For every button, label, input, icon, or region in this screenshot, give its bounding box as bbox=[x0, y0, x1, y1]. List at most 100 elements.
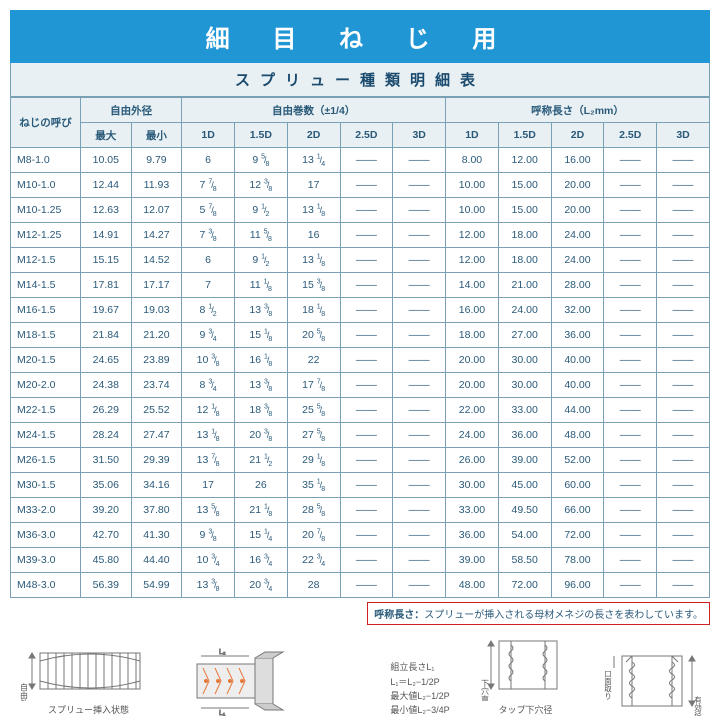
table-row: M10-1.2512.6312.075 7/89 1/213 1/8————10… bbox=[11, 198, 710, 223]
cell-len: 15.00 bbox=[498, 198, 551, 223]
cell-len: —— bbox=[604, 523, 657, 548]
cell-turn: 20 3/8 bbox=[234, 423, 287, 448]
cell-len: —— bbox=[604, 423, 657, 448]
cell-turn: —— bbox=[340, 423, 393, 448]
th-len-1d: 1D bbox=[446, 123, 499, 148]
cell-name: M36-3.0 bbox=[11, 523, 81, 548]
th-od-min: 最小 bbox=[131, 123, 182, 148]
cell-turn: 28 bbox=[287, 573, 340, 598]
cell-turn: 16 bbox=[287, 223, 340, 248]
cell-len: —— bbox=[657, 223, 710, 248]
cell-odmin: 27.47 bbox=[131, 423, 182, 448]
th-turn-3d: 3D bbox=[393, 123, 446, 148]
cell-turn: 13 5/8 bbox=[182, 498, 235, 523]
th-turn-1d: 1D bbox=[182, 123, 235, 148]
cell-turn: 21 1/8 bbox=[234, 498, 287, 523]
cell-name: M20-1.5 bbox=[11, 348, 81, 373]
cell-turn: —— bbox=[393, 473, 446, 498]
cell-name: M48-3.0 bbox=[11, 573, 81, 598]
cell-turn: 13 1/8 bbox=[287, 248, 340, 273]
cell-name: M39-3.0 bbox=[11, 548, 81, 573]
cell-turn: 8 3/4 bbox=[182, 373, 235, 398]
cell-turn: —— bbox=[340, 173, 393, 198]
cell-len: 45.00 bbox=[498, 473, 551, 498]
cell-turn: —— bbox=[340, 498, 393, 523]
cell-turn: 16 1/8 bbox=[234, 348, 287, 373]
cell-odmin: 9.79 bbox=[131, 148, 182, 173]
cell-len: 44.00 bbox=[551, 398, 604, 423]
cell-odmax: 10.05 bbox=[81, 148, 132, 173]
th-free-turns: 自由巻数（±1/4） bbox=[182, 98, 446, 123]
cell-len: —— bbox=[604, 298, 657, 323]
cell-turn: 13 1/4 bbox=[287, 148, 340, 173]
cell-turn: 26 bbox=[234, 473, 287, 498]
diagram-caption-1: スプリュー挿入状態 bbox=[48, 703, 129, 716]
table-row: M39-3.045.8044.4010 3/416 3/422 3/4————3… bbox=[11, 548, 710, 573]
cell-odmin: 23.74 bbox=[131, 373, 182, 398]
cell-turn: —— bbox=[340, 298, 393, 323]
cell-turn: —— bbox=[340, 198, 393, 223]
th-turn-2d: 2D bbox=[287, 123, 340, 148]
cell-turn: 22 3/4 bbox=[287, 548, 340, 573]
table-row: M14-1.517.8117.17711 1/815 3/8————14.002… bbox=[11, 273, 710, 298]
svg-text:有効径(D): 有効径(D) bbox=[693, 695, 702, 716]
cell-len: —— bbox=[604, 373, 657, 398]
cell-len: —— bbox=[657, 298, 710, 323]
cell-len: 12.00 bbox=[498, 148, 551, 173]
cell-len: 15.00 bbox=[498, 173, 551, 198]
cell-turn: 18 1/8 bbox=[287, 298, 340, 323]
cell-len: 36.00 bbox=[551, 323, 604, 348]
cell-turn: —— bbox=[393, 273, 446, 298]
spec-table: ねじの呼び 自由外径 自由巻数（±1/4） 呼称長さ（L₂mm） 最大 最小 1… bbox=[10, 97, 710, 598]
cell-len: —— bbox=[657, 248, 710, 273]
diagram-caption-3: タップ下穴径 bbox=[499, 703, 553, 716]
cell-odmin: 29.39 bbox=[131, 448, 182, 473]
cell-len: 18.00 bbox=[446, 323, 499, 348]
cell-turn: —— bbox=[340, 323, 393, 348]
cell-len: 20.00 bbox=[551, 173, 604, 198]
cell-turn: —— bbox=[340, 548, 393, 573]
cell-len: 32.00 bbox=[551, 298, 604, 323]
cell-len: 52.00 bbox=[551, 448, 604, 473]
cell-name: M10-1.0 bbox=[11, 173, 81, 198]
cell-turn: —— bbox=[393, 348, 446, 373]
cell-len: 24.00 bbox=[551, 248, 604, 273]
svg-text:L₁: L₁ bbox=[219, 710, 226, 716]
cell-len: —— bbox=[657, 548, 710, 573]
cell-odmax: 42.70 bbox=[81, 523, 132, 548]
cell-turn: —— bbox=[340, 223, 393, 248]
cell-turn: 13 1/8 bbox=[287, 198, 340, 223]
cell-len: —— bbox=[657, 198, 710, 223]
cell-len: —— bbox=[657, 173, 710, 198]
cell-len: —— bbox=[657, 573, 710, 598]
cell-turn: 7 3/8 bbox=[182, 223, 235, 248]
cell-odmin: 54.99 bbox=[131, 573, 182, 598]
cell-turn: 5 7/8 bbox=[182, 198, 235, 223]
cell-len: 54.00 bbox=[498, 523, 551, 548]
cell-turn: —— bbox=[393, 198, 446, 223]
cell-turn: 13 3/8 bbox=[182, 573, 235, 598]
cell-odmin: 12.07 bbox=[131, 198, 182, 223]
cell-turn: 11 1/8 bbox=[234, 273, 287, 298]
cell-len: 10.00 bbox=[446, 173, 499, 198]
cell-len: —— bbox=[657, 448, 710, 473]
th-thread-name: ねじの呼び bbox=[11, 98, 81, 148]
cell-odmin: 34.16 bbox=[131, 473, 182, 498]
cell-len: —— bbox=[604, 198, 657, 223]
cell-len: 40.00 bbox=[551, 348, 604, 373]
table-row: M36-3.042.7041.309 3/815 1/420 7/8————36… bbox=[11, 523, 710, 548]
table-row: M22-1.526.2925.5212 1/818 3/825 5/8————2… bbox=[11, 398, 710, 423]
cell-odmax: 14.91 bbox=[81, 223, 132, 248]
cell-turn: 8 1/2 bbox=[182, 298, 235, 323]
diagram-formula: 組立長さL₁ L₁＝L₂−1/2P 最大値L₂−1/2P 最小値L₂−3/4P bbox=[390, 661, 449, 716]
cell-turn: 7 bbox=[182, 273, 235, 298]
cell-len: 20.00 bbox=[446, 348, 499, 373]
cell-name: M10-1.25 bbox=[11, 198, 81, 223]
cell-len: 12.00 bbox=[446, 248, 499, 273]
cell-len: 78.00 bbox=[551, 548, 604, 573]
cell-turn: 25 5/8 bbox=[287, 398, 340, 423]
note-text: スプリューが挿入される母材メネジの長さを表わしています。 bbox=[424, 610, 703, 621]
cell-turn: —— bbox=[340, 348, 393, 373]
cell-turn: 13 7/8 bbox=[182, 448, 235, 473]
cell-turn: 6 bbox=[182, 248, 235, 273]
